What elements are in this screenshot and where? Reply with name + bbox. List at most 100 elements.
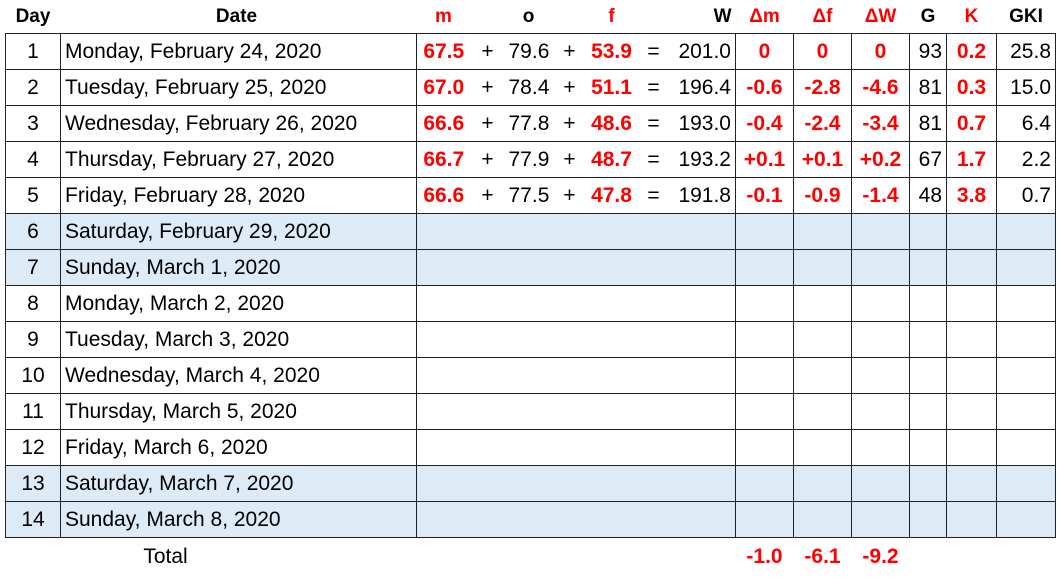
- data-row: 11 Thursday, March 5, 2020: [5, 393, 1056, 430]
- gki-cell: [996, 465, 1056, 502]
- data-row: 13 Saturday, March 7, 2020: [5, 465, 1056, 502]
- o-cell: [504, 213, 553, 250]
- f-cell: 48.7: [586, 141, 637, 178]
- k-cell: [946, 501, 997, 538]
- k-cell: 0.2: [946, 33, 997, 70]
- k-cell: [946, 357, 997, 394]
- w-cell: [670, 249, 736, 286]
- g-cell: [909, 285, 947, 322]
- m-cell: 67.5: [416, 33, 471, 70]
- o-cell: 79.6: [504, 33, 553, 70]
- o-cell: [504, 285, 553, 322]
- gki-cell: [996, 501, 1056, 538]
- f-cell: [586, 285, 637, 322]
- delta-m-cell: -0.1: [735, 177, 794, 214]
- header-cell: K: [964, 5, 979, 27]
- delta-w-cell: 0: [851, 33, 910, 70]
- day-cell: 12: [5, 429, 61, 466]
- date-cell: Saturday, February 29, 2020: [60, 213, 417, 250]
- k-cell: [946, 249, 997, 286]
- w-cell: 193.2: [670, 141, 736, 178]
- delta-w-cell: -3.4: [851, 105, 910, 142]
- operator: [470, 321, 505, 358]
- m-cell: 66.6: [416, 177, 471, 214]
- header-cell: Δm: [749, 5, 780, 27]
- spacer: [471, 0, 505, 34]
- header-cell: m: [435, 5, 452, 27]
- k-cell: 3.8: [946, 177, 997, 214]
- gki-cell: [996, 393, 1056, 430]
- delta-w-cell: [851, 249, 910, 286]
- m-cell: [416, 465, 471, 502]
- day-cell: 4: [5, 141, 61, 178]
- operator: +: [552, 141, 587, 178]
- operator: =: [636, 177, 671, 214]
- w-cell: 201.0: [670, 33, 736, 70]
- operator: [552, 249, 587, 286]
- date-cell: Friday, March 6, 2020: [60, 429, 417, 466]
- operator: +: [470, 177, 505, 214]
- data-row: 5 Friday, February 28, 2020 66.6 +77.5 +47.8…: [5, 177, 1056, 214]
- k-cell: [946, 213, 997, 250]
- delta-w-cell: [851, 429, 910, 466]
- data-row: 1 Monday, February 24, 2020 67.5 +79.6 +53.9…: [5, 33, 1056, 70]
- spacer: [637, 0, 671, 34]
- operator: [470, 465, 505, 502]
- g-cell: 93: [909, 33, 947, 70]
- delta-f-cell: 0: [793, 33, 852, 70]
- g-cell: [909, 249, 947, 286]
- delta-m-cell: -0.4: [735, 105, 794, 142]
- operator: [470, 249, 505, 286]
- delta-m-cell: [735, 357, 794, 394]
- date-cell: Wednesday, February 26, 2020: [60, 105, 417, 142]
- day-cell: 5: [5, 177, 61, 214]
- gki-cell: 0.7: [996, 177, 1056, 214]
- w-cell: [670, 213, 736, 250]
- g-cell: [909, 429, 947, 466]
- w-cell: 193.0: [670, 105, 736, 142]
- m-cell: [416, 357, 471, 394]
- g-cell: 48: [909, 177, 947, 214]
- delta-f-cell: [793, 501, 852, 538]
- operator: [636, 501, 671, 538]
- w-cell: [670, 429, 736, 466]
- g-cell: [909, 357, 947, 394]
- delta-m-cell: -0.6: [735, 69, 794, 106]
- header-cell: f: [608, 5, 615, 27]
- delta-m-cell: [735, 393, 794, 430]
- operator: [552, 465, 587, 502]
- f-cell: [586, 249, 637, 286]
- day-cell: 1: [5, 33, 61, 70]
- w-cell: [670, 501, 736, 538]
- m-cell: [416, 285, 471, 322]
- date-cell: Tuesday, February 25, 2020: [60, 69, 417, 106]
- operator: [470, 285, 505, 322]
- delta-m-cell: [735, 465, 794, 502]
- day-cell: 9: [5, 321, 61, 358]
- f-cell: [586, 429, 637, 466]
- gki-cell: [996, 429, 1056, 466]
- delta-f-cell: [793, 393, 852, 430]
- o-cell: [504, 393, 553, 430]
- m-cell: 66.7: [416, 141, 471, 178]
- k-cell: 1.7: [946, 141, 997, 178]
- day-cell: 10: [5, 357, 61, 394]
- gki-cell: [996, 285, 1056, 322]
- delta-w-cell: [851, 321, 910, 358]
- k-cell: [946, 393, 997, 430]
- delta-f-cell: -2.4: [793, 105, 852, 142]
- data-row: 6 Saturday, February 29, 2020: [5, 213, 1056, 250]
- k-cell: 0.7: [946, 105, 997, 142]
- m-cell: [416, 249, 471, 286]
- date-cell: Saturday, March 7, 2020: [60, 465, 417, 502]
- delta-f-cell: [793, 213, 852, 250]
- g-cell: 81: [909, 105, 947, 142]
- day-cell: 11: [5, 393, 61, 430]
- total-label: Total: [143, 545, 188, 568]
- o-cell: [504, 249, 553, 286]
- total-delta-f: -6.1: [804, 545, 841, 568]
- day-cell: 6: [5, 213, 61, 250]
- operator: [636, 465, 671, 502]
- date-cell: Sunday, March 8, 2020: [60, 501, 417, 538]
- delta-f-cell: [793, 249, 852, 286]
